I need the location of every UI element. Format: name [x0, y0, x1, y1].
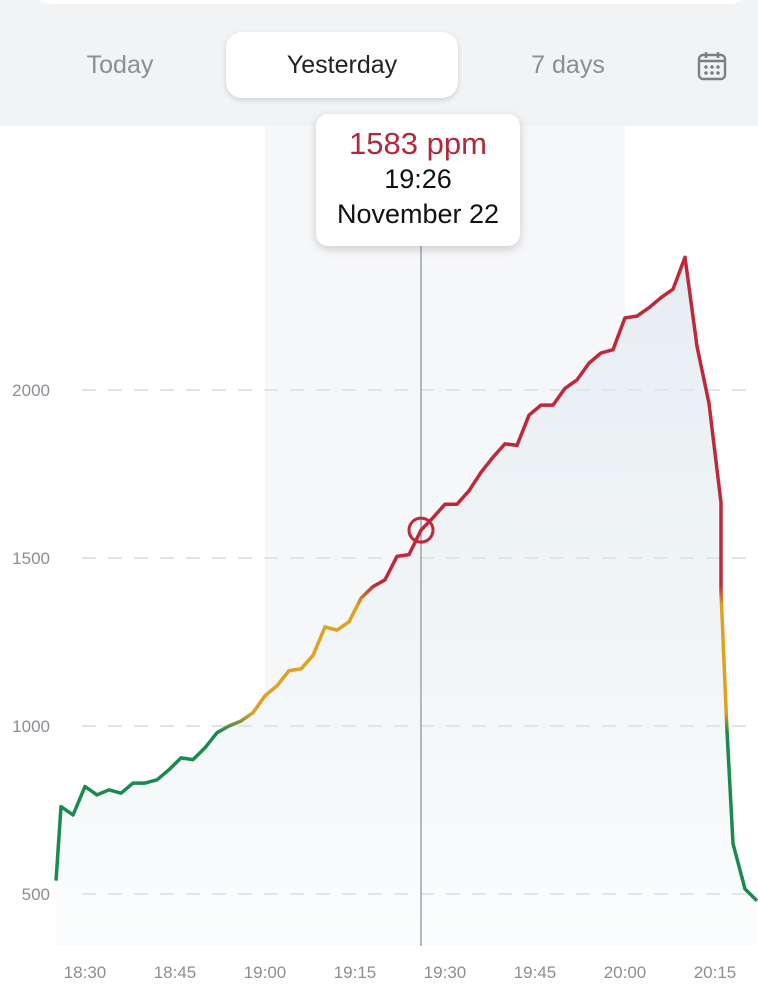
x-axis-label: 19:15: [334, 963, 377, 982]
area-fill: [56, 257, 757, 946]
x-axis-label: 19:45: [514, 963, 557, 982]
x-axis-label: 18:30: [64, 963, 107, 982]
y-axis-label: 500: [22, 885, 50, 904]
tab-7-days[interactable]: 7 days: [531, 50, 605, 79]
x-axis-label: 19:00: [244, 963, 287, 982]
x-axis-label: 20:00: [604, 963, 647, 982]
co2-line: [54, 255, 758, 902]
tab-yesterday[interactable]: Yesterday: [226, 32, 458, 98]
y-axis-label: 2000: [12, 381, 50, 400]
cursor-marker: [407, 516, 435, 544]
y-axis-label: 1000: [12, 717, 50, 736]
y-axis-label: 1500: [12, 549, 50, 568]
top-card: [34, 0, 748, 4]
tooltip-value: 1583 ppm: [349, 126, 487, 161]
co2-chart[interactable]: 500 1000 1500 2000 18:30 18:45 19:00 19:15 19:30…: [0, 126, 758, 1000]
tab-today[interactable]: Today: [86, 50, 154, 79]
x-axis-label: 18:45: [154, 963, 197, 982]
x-axis-label: 20:15: [694, 963, 737, 982]
tooltip-time: 19:26: [384, 164, 452, 194]
calendar-icon[interactable]: [696, 50, 728, 82]
value-tooltip: 1583 ppm 19:26 November 22: [316, 114, 520, 246]
range-selector-bar: Today Yesterday 7 days: [0, 0, 758, 126]
x-axis-label: 19:30: [424, 963, 467, 982]
tooltip-date: November 22: [336, 199, 500, 229]
